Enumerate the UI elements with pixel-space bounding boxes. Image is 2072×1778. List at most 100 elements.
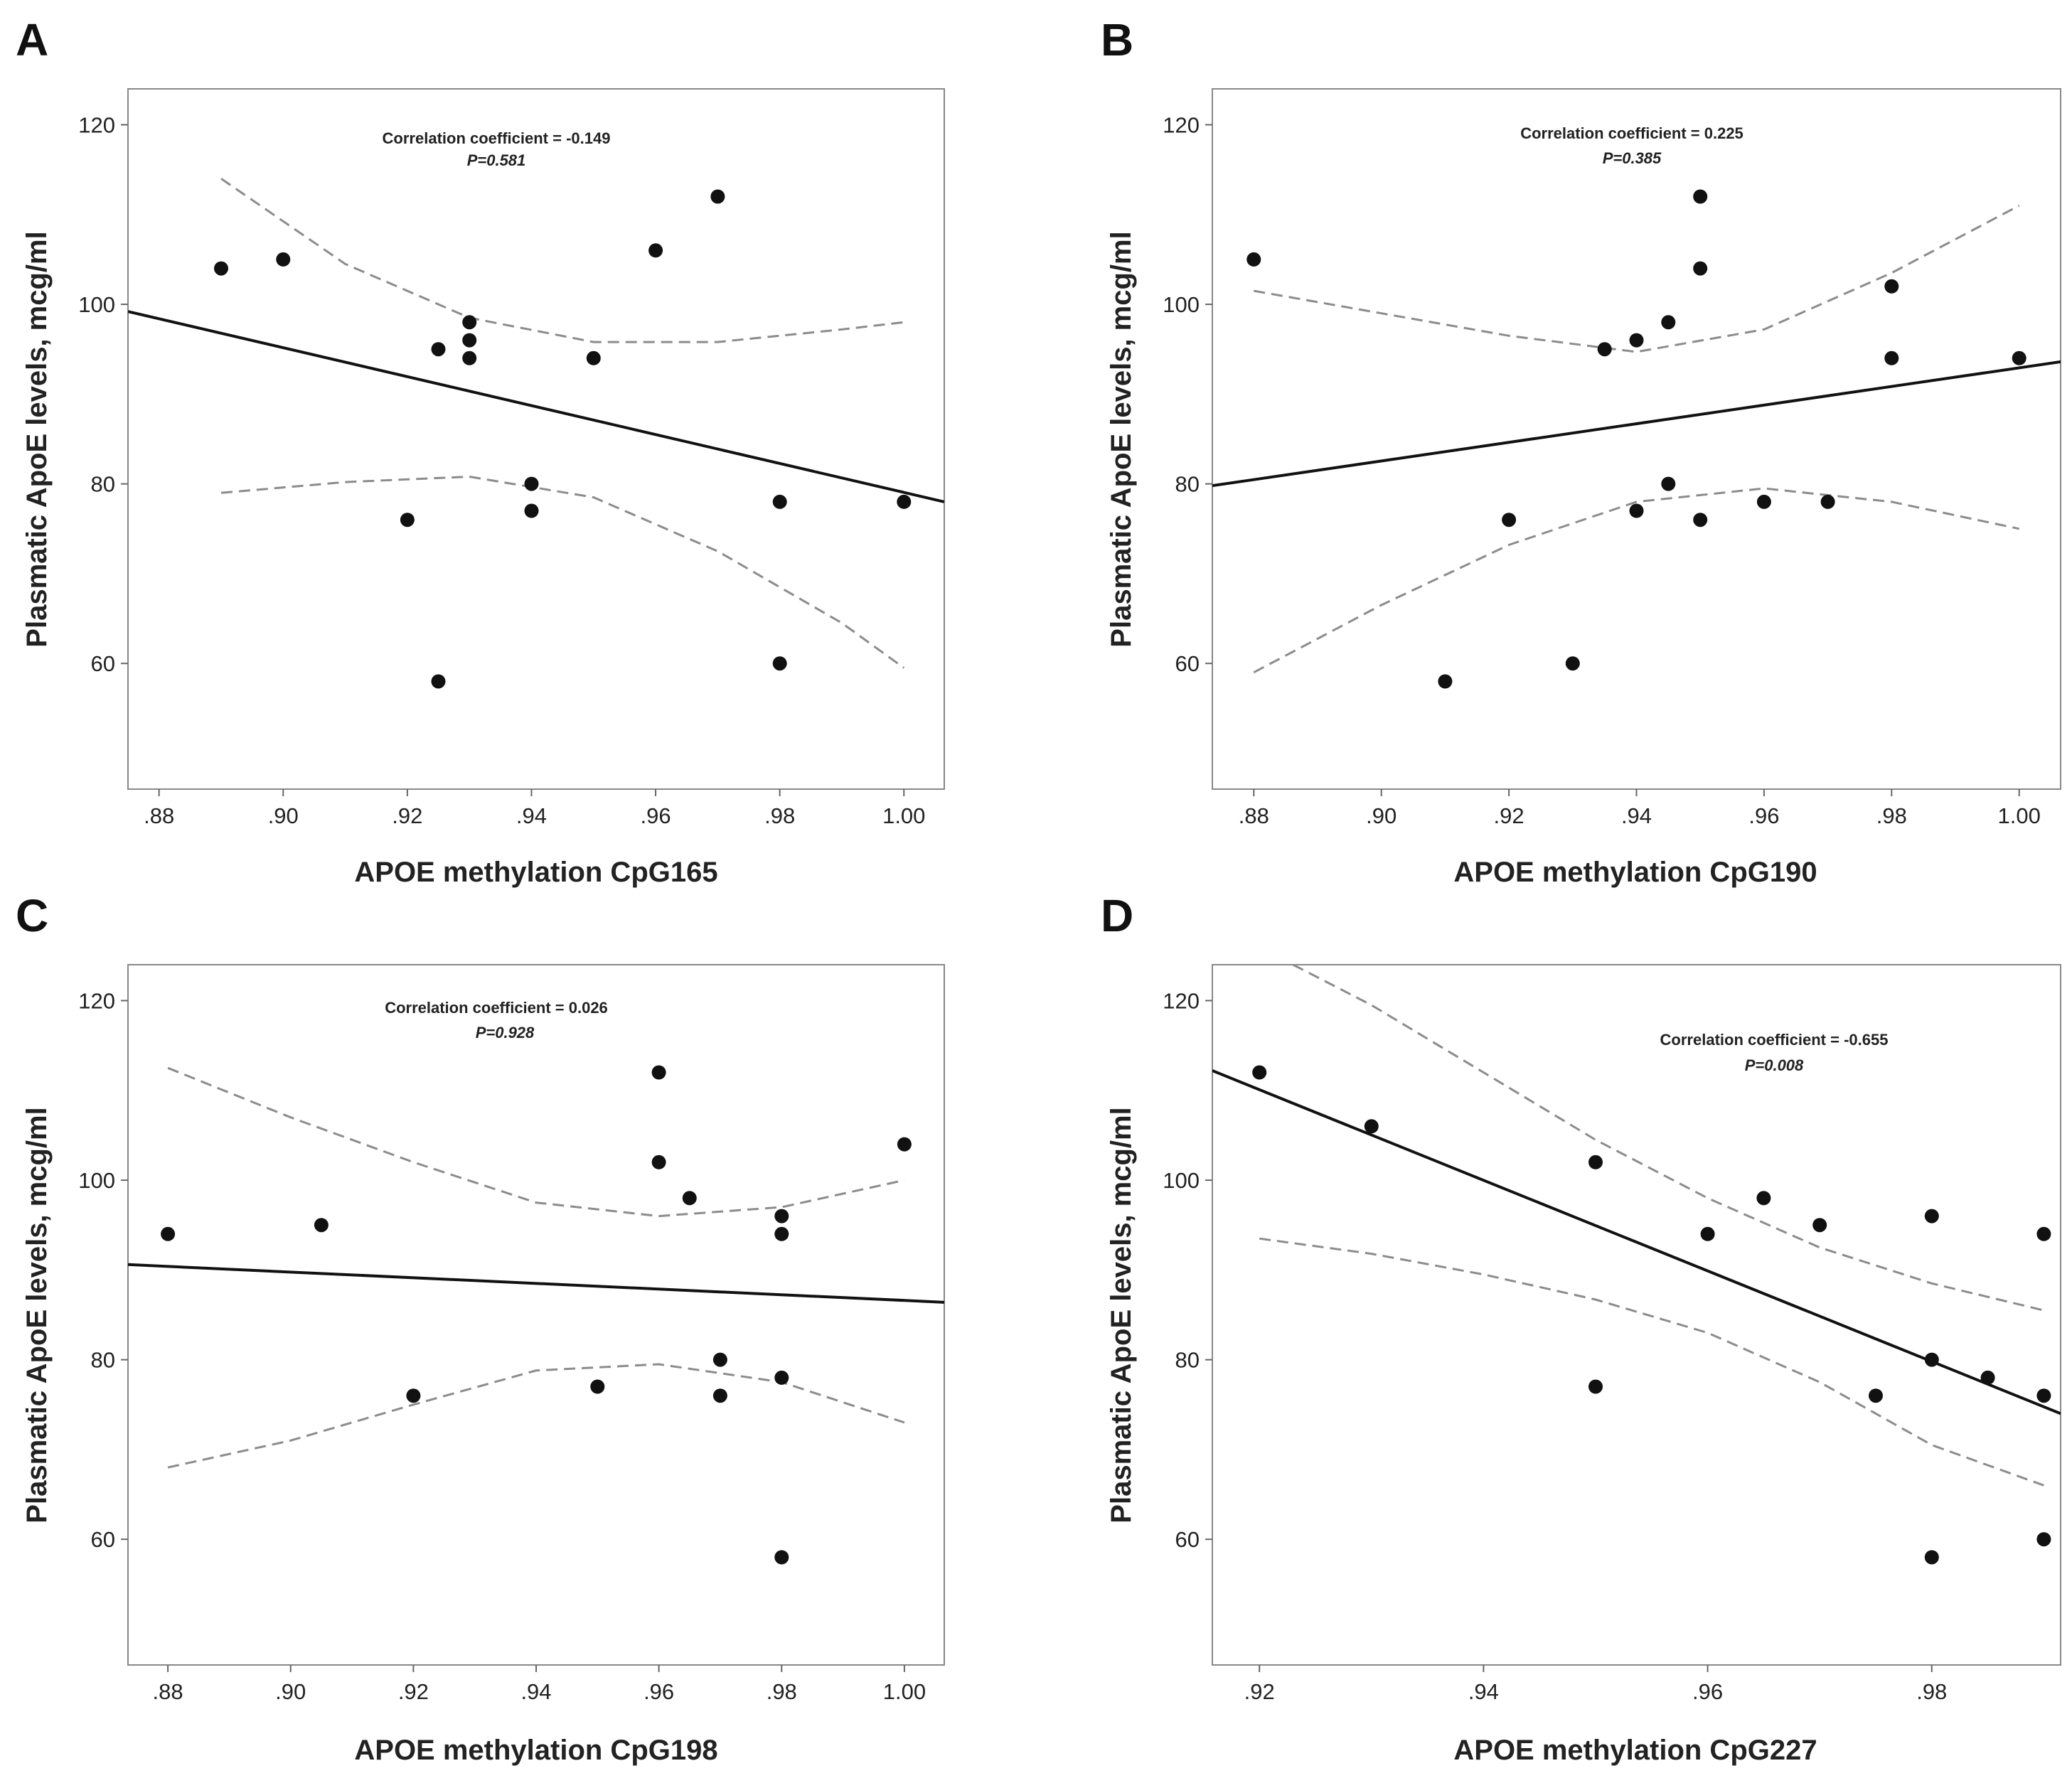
x-tick-label: .92 bbox=[1244, 1679, 1275, 1704]
x-tick-label: .88 bbox=[153, 1679, 183, 1704]
data-point bbox=[2012, 350, 2026, 365]
y-tick-label: 120 bbox=[78, 113, 115, 138]
data-point bbox=[1252, 1065, 1267, 1080]
x-tick-label: .92 bbox=[1494, 803, 1524, 828]
plot-frame-a bbox=[127, 88, 945, 790]
panel-a: A .88 .90 .92 .94 .96 .98 1.00 60 80 100 120 Corre… bbox=[16, 14, 945, 888]
data-point bbox=[651, 1065, 666, 1080]
panel-c: C .88 .90 .92 .94 .96 .98 1.00 60 80 100 120 Corre… bbox=[16, 890, 945, 1766]
data-point bbox=[710, 189, 725, 204]
y-axis-label-d: Plasmatic ApoE levels, mcg/ml bbox=[1106, 1107, 1137, 1523]
x-axis-label-b: APOE methylation CpG190 bbox=[1453, 857, 1817, 888]
data-point bbox=[1588, 1155, 1603, 1169]
data-point bbox=[431, 342, 446, 357]
data-point bbox=[590, 1379, 605, 1394]
ci-and-fit-b bbox=[1212, 204, 2061, 674]
panel-b: B .88 .90 .92 .94 .96 .98 1.00 60 80 100 120 Corre… bbox=[1101, 14, 2061, 888]
x-tick-label: .92 bbox=[392, 803, 422, 828]
x-axis-label-a: APOE methylation CpG165 bbox=[354, 857, 717, 888]
correlation-coefficient-c: Correlation coefficient = 0.026 bbox=[385, 999, 608, 1017]
data-point bbox=[774, 1226, 789, 1241]
data-points-a bbox=[214, 189, 912, 689]
data-point bbox=[1693, 189, 1708, 204]
data-point bbox=[774, 1550, 789, 1565]
ci-lower-line bbox=[167, 1363, 905, 1469]
data-point bbox=[1924, 1352, 1939, 1367]
ci-and-fit-d bbox=[1212, 965, 2061, 1487]
data-point bbox=[1693, 261, 1708, 276]
x-tick-label: .90 bbox=[1366, 803, 1397, 828]
panel-letter-a: A bbox=[16, 14, 48, 65]
data-points-b bbox=[1246, 189, 2026, 689]
p-value-b: P=0.385 bbox=[1603, 149, 1662, 167]
data-point bbox=[1588, 1379, 1603, 1394]
y-tick-label: 80 bbox=[1175, 472, 1200, 497]
data-point bbox=[712, 1352, 727, 1367]
data-point bbox=[682, 1191, 697, 1206]
panel-letter-c: C bbox=[16, 890, 48, 941]
x-tick-label: .90 bbox=[275, 1679, 306, 1704]
data-point bbox=[400, 513, 415, 527]
y-tick-label: 80 bbox=[1175, 1348, 1200, 1373]
data-point bbox=[1756, 494, 1771, 509]
data-point bbox=[314, 1218, 329, 1233]
x-tick-label: .98 bbox=[767, 1679, 797, 1704]
correlation-coefficient-a: Correlation coefficient = -0.149 bbox=[383, 129, 611, 147]
x-tick-label: .98 bbox=[764, 803, 795, 828]
data-point bbox=[1502, 513, 1517, 527]
data-point bbox=[774, 1370, 789, 1385]
data-point bbox=[406, 1388, 421, 1403]
x-axis-label-c: APOE methylation CpG198 bbox=[354, 1735, 717, 1766]
y-axis-label-b: Plasmatic ApoE levels, mcg/ml bbox=[1106, 231, 1137, 647]
data-point bbox=[524, 503, 539, 518]
data-point bbox=[276, 252, 291, 267]
ci-upper-line bbox=[167, 1066, 905, 1218]
data-point bbox=[1438, 674, 1453, 689]
data-point bbox=[648, 243, 663, 258]
p-value-d: P=0.008 bbox=[1745, 1056, 1804, 1074]
ci-lower-line bbox=[1253, 487, 2020, 674]
y-tick-label: 100 bbox=[1163, 292, 1200, 317]
x-tick-label: .88 bbox=[144, 803, 174, 828]
plot-frame-c bbox=[127, 964, 945, 1666]
correlation-coefficient-d: Correlation coefficient = -0.655 bbox=[1660, 1031, 1889, 1049]
data-point bbox=[1693, 513, 1708, 527]
y-tick-label: 60 bbox=[1175, 1527, 1200, 1552]
y-tick-label: 120 bbox=[1163, 113, 1200, 138]
data-point bbox=[774, 1209, 789, 1223]
data-point bbox=[1597, 342, 1612, 357]
data-point bbox=[2036, 1532, 2051, 1547]
x-tick-label: .96 bbox=[1692, 1679, 1723, 1704]
plot-frame-b bbox=[1212, 88, 2061, 790]
data-point bbox=[1812, 1218, 1827, 1233]
tick-marks-b: .88 .90 .92 .94 .96 .98 1.00 60 80 100 120 bbox=[1163, 113, 2041, 828]
data-point bbox=[161, 1226, 176, 1241]
data-point bbox=[1246, 252, 1261, 267]
x-tick-label: .90 bbox=[268, 803, 299, 828]
ci-lower-line bbox=[1259, 1237, 2044, 1487]
data-point bbox=[1661, 315, 1676, 330]
fit-line bbox=[1212, 360, 2061, 488]
x-tick-label: .92 bbox=[398, 1679, 429, 1704]
data-point bbox=[1884, 279, 1899, 294]
data-point bbox=[772, 656, 787, 671]
data-point bbox=[2036, 1388, 2051, 1403]
y-tick-label: 100 bbox=[1163, 1168, 1200, 1193]
x-tick-label: .88 bbox=[1239, 803, 1269, 828]
x-tick-label: .98 bbox=[1916, 1679, 1947, 1704]
p-value-a: P=0.581 bbox=[467, 151, 526, 169]
ci-upper-line bbox=[220, 178, 904, 343]
ci-and-fit-c bbox=[128, 1066, 944, 1469]
plot-frame-d bbox=[1212, 964, 2061, 1666]
y-tick-label: 80 bbox=[91, 1348, 115, 1373]
x-tick-label: 1.00 bbox=[883, 1679, 926, 1704]
data-point bbox=[586, 350, 601, 365]
data-point bbox=[1924, 1209, 1939, 1223]
data-point bbox=[1629, 333, 1644, 348]
y-tick-label: 100 bbox=[78, 292, 115, 317]
data-point bbox=[462, 315, 477, 330]
x-tick-label: .98 bbox=[1876, 803, 1907, 828]
data-point bbox=[1629, 503, 1644, 518]
x-tick-label: .94 bbox=[520, 1679, 551, 1704]
